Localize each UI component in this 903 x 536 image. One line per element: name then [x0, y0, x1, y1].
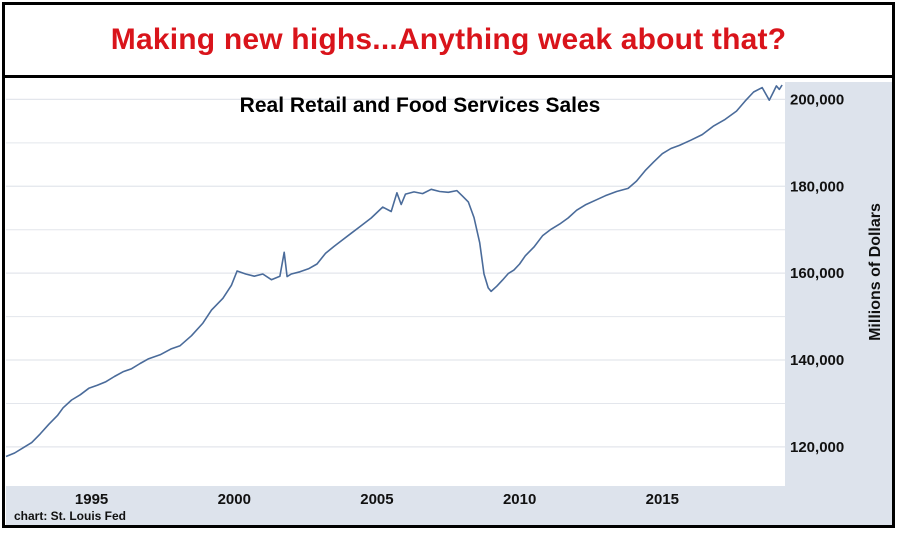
y-axis-strip	[785, 82, 892, 525]
headline-banner: Making new highs...Anything weak about t…	[5, 5, 892, 78]
y-axis-label: Millions of Dollars	[867, 203, 884, 341]
x-tick-label: 2005	[360, 491, 393, 508]
y-tick-label: 120,000	[790, 439, 844, 456]
x-axis-strip	[6, 486, 785, 525]
y-tick-label: 200,000	[790, 91, 844, 108]
headline: Making new highs...Anything weak about t…	[110, 23, 787, 56]
y-tick-label: 140,000	[790, 352, 844, 369]
x-tick-label: 1995	[75, 491, 108, 508]
x-tick-label: 2015	[646, 491, 679, 508]
y-tick-label: 180,000	[790, 178, 844, 195]
series-line	[5, 84, 783, 458]
source-note: chart: St. Louis Fed	[14, 509, 126, 523]
plot-area	[6, 82, 785, 486]
y-tick-label: 160,000	[790, 265, 844, 282]
x-tick-label: 2010	[503, 491, 536, 508]
x-tick-label: 2000	[218, 491, 251, 508]
gridlines	[6, 98, 785, 448]
x-tick-labels: 1995 2000 2005 2010 2015	[75, 491, 679, 508]
y-tick-labels: 120,000 140,000 160,000 180,000 200,000	[790, 91, 844, 456]
chart-title: Real Retail and Food Services Sales	[240, 94, 601, 117]
